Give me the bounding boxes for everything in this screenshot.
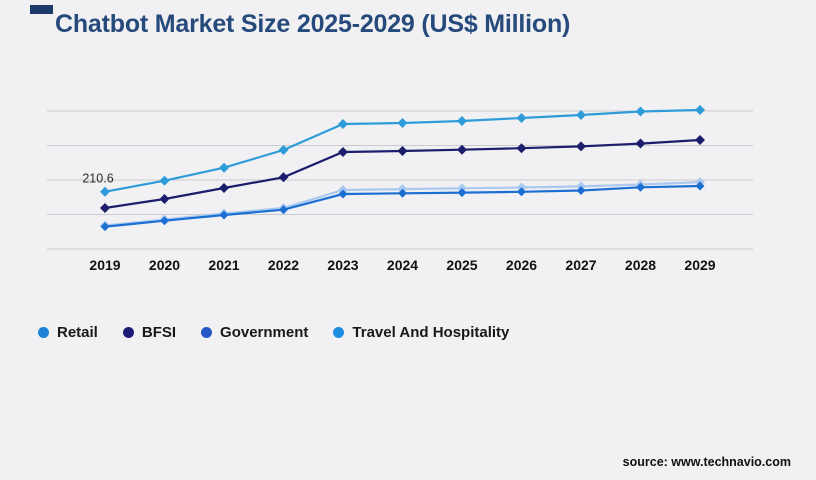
- legend-swatch: [333, 327, 345, 338]
- x-axis-label: 2024: [387, 257, 418, 273]
- data-point-marker: [219, 162, 229, 173]
- data-point-marker: [695, 181, 705, 191]
- data-point-marker: [100, 186, 110, 197]
- series-markers-retail: [100, 105, 705, 197]
- legend-label: BFSI: [141, 324, 177, 341]
- data-point-marker: [219, 182, 229, 193]
- data-point-marker: [338, 118, 348, 129]
- x-axis-labels: 2019 2020 2021 2022 2023 2024 2025 2026 2027 2028…: [89, 257, 715, 273]
- data-point-marker: [397, 118, 408, 129]
- data-point-marker: [100, 202, 110, 213]
- data-point-marker: [100, 222, 110, 232]
- brand-mark: [30, 5, 53, 14]
- series-markers-bfsi: [100, 134, 705, 213]
- legend-swatch: [122, 327, 134, 338]
- x-axis-label: 2023: [327, 257, 358, 273]
- data-point-marker: [695, 105, 705, 116]
- x-axis-label: 2025: [446, 257, 477, 273]
- data-point-marker: [278, 172, 289, 183]
- series-markers-travel-and-hospitality: [100, 181, 705, 232]
- gridlines: [47, 110, 753, 250]
- data-point-marker: [457, 116, 467, 126]
- data-point-marker: [516, 113, 527, 124]
- data-point-marker: [635, 106, 646, 117]
- x-axis-label: 2022: [268, 257, 299, 273]
- data-point-marker: [457, 144, 467, 155]
- data-point-marker: [635, 138, 646, 149]
- x-axis-label: 2021: [208, 257, 239, 273]
- data-point-marker: [338, 189, 348, 199]
- data-point-marker: [576, 186, 586, 196]
- data-point-marker: [279, 205, 288, 215]
- data-point-marker: [219, 210, 229, 220]
- data-point-label: 210.6: [82, 172, 113, 186]
- legend-label: Travel And Hospitality: [352, 324, 510, 341]
- legend-swatch: [38, 327, 49, 338]
- data-point-marker: [159, 175, 170, 186]
- x-axis-label: 2019: [89, 257, 120, 273]
- legend-label: Government: [220, 324, 309, 341]
- x-axis-label: 2028: [625, 257, 656, 273]
- data-point-marker: [576, 109, 586, 120]
- data-point-marker: [159, 193, 170, 204]
- x-axis-label: 2026: [506, 257, 537, 273]
- data-point-marker: [398, 188, 407, 198]
- legend-item-retail: Retail: [38, 324, 98, 341]
- chart-legend: Retail BFSI Government Travel And Hospitali…: [38, 324, 509, 341]
- x-axis-label: 2027: [565, 257, 596, 273]
- x-axis-label: 2020: [149, 257, 180, 273]
- legend-label: Retail: [57, 324, 98, 341]
- data-point-marker: [517, 187, 526, 197]
- source-attribution: source: www.technavio.com: [622, 455, 791, 469]
- data-point-marker: [278, 145, 289, 156]
- data-point-marker: [636, 182, 645, 192]
- data-point-marker: [397, 145, 408, 156]
- data-point-marker: [516, 143, 527, 154]
- data-point-marker: [160, 216, 169, 226]
- data-point-marker: [338, 146, 348, 157]
- legend-item-government: Government: [201, 324, 308, 341]
- legend-item-bfsi: BFSI: [122, 324, 177, 341]
- x-axis-label: 2029: [684, 257, 715, 273]
- data-point-marker: [695, 134, 705, 145]
- data-point-marker: [576, 141, 586, 152]
- data-point-marker: [457, 188, 467, 198]
- chart-title: Chatbot Market Size 2025-2029 (US$ Milli…: [55, 10, 571, 38]
- legend-swatch: [201, 327, 213, 338]
- legend-item-travel-and-hospitality: Travel And Hospitality: [333, 324, 509, 341]
